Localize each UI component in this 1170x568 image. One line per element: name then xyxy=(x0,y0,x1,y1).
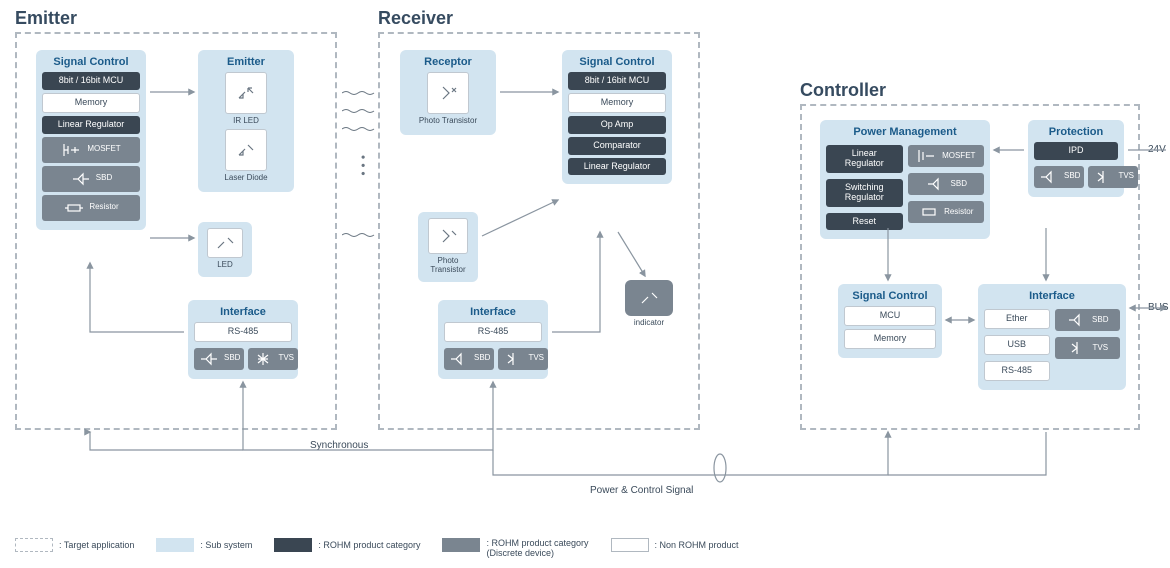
legend-rohm-discrete: : ROHM product category(Discrete device) xyxy=(442,538,588,558)
ctrl-iface-title: Interface xyxy=(984,290,1120,302)
chip-ci-tvs: TVS xyxy=(1055,337,1121,359)
receiver-receptor: Receptor Photo Transistor xyxy=(400,50,496,135)
chip-p-sbd: SBD xyxy=(1034,166,1084,188)
legend: : Target application : Sub system : ROHM… xyxy=(15,538,739,558)
chip-c-sbd: SBD xyxy=(908,173,985,195)
chip-sbd: SBD xyxy=(42,166,140,192)
led-label: LED xyxy=(202,260,248,269)
chip-iface-sbd: SBD xyxy=(194,348,244,370)
legend-subsystem: : Sub system xyxy=(156,538,252,552)
photo-transistor-2-icon xyxy=(428,218,468,254)
controller-interface: Interface Ether USB RS-485 SBD TVS xyxy=(978,284,1126,390)
emitter-title: Emitter xyxy=(15,8,77,29)
ir-led-label: IR LED xyxy=(204,116,288,125)
controller-protection: Protection IPD SBD TVS xyxy=(1028,120,1124,197)
wavy-icon xyxy=(342,90,377,96)
legend-nonrohm: : Non ROHM product xyxy=(611,538,739,552)
chip-mcu: 8bit / 16bit MCU xyxy=(42,72,140,90)
chip-c-swreg: Switching Regulator xyxy=(826,179,903,207)
receptor-title: Receptor xyxy=(406,56,490,68)
emitter-sc-title: Signal Control xyxy=(42,56,140,68)
chip-mosfet: MOSFET xyxy=(42,137,140,163)
chip-r-rs485: RS-485 xyxy=(444,322,542,342)
indicator-icon xyxy=(630,285,668,311)
chip-memory: Memory xyxy=(42,93,140,113)
ctrl-prot-title: Protection xyxy=(1034,126,1118,138)
chip-ether: Ether xyxy=(984,309,1050,329)
ctrl-sc-title: Signal Control xyxy=(844,290,936,302)
wavy-icon xyxy=(342,108,377,114)
receiver-interface: Interface RS-485 SBD TVS xyxy=(438,300,548,379)
wavy-icon xyxy=(342,232,377,238)
emitter-interface: Interface RS-485 SBD TVS xyxy=(188,300,298,379)
photo-transistor-2-label: Photo Transistor xyxy=(422,256,474,274)
wavy-icon xyxy=(342,126,377,132)
chip-c-rs485: RS-485 xyxy=(984,361,1050,381)
chip-ctrl-memory: Memory xyxy=(844,329,936,349)
ctrl-power-title: Power Management xyxy=(826,126,984,138)
controller-power: Power Management Linear Regulator Switch… xyxy=(820,120,990,239)
chip-linreg: Linear Regulator xyxy=(42,116,140,134)
chip-c-reset: Reset xyxy=(826,213,903,231)
legend-rohm-cat: : ROHM product category xyxy=(274,538,420,552)
chip-r-mcu: 8bit / 16bit MCU xyxy=(568,72,666,90)
receiver-signal-control: Signal Control 8bit / 16bit MCU Memory O… xyxy=(562,50,672,184)
chip-r-memory: Memory xyxy=(568,93,666,113)
chip-c-resistor: Resistor xyxy=(908,201,985,223)
label-sync: Synchronous xyxy=(310,440,368,451)
photo-transistor-label: Photo Transistor xyxy=(406,116,490,125)
chip-ipd: IPD xyxy=(1034,142,1118,160)
emitter-sub-title: Emitter xyxy=(204,56,288,68)
chip-opamp: Op Amp xyxy=(568,116,666,134)
chip-iface-tvs: TVS xyxy=(248,348,298,370)
chip-rs485: RS-485 xyxy=(194,322,292,342)
controller-signal-control: Signal Control MCU Memory xyxy=(838,284,942,358)
laser-diode-icon xyxy=(225,129,267,171)
dots-icon: ••• xyxy=(356,155,370,180)
chip-ctrl-mcu: MCU xyxy=(844,306,936,326)
chip-c-linreg: Linear Regulator xyxy=(826,145,903,173)
emitter-signal-control: Signal Control 8bit / 16bit MCU Memory L… xyxy=(36,50,146,230)
chip-usb: USB xyxy=(984,335,1050,355)
chip-resistor: Resistor xyxy=(42,195,140,221)
receiver-title: Receiver xyxy=(378,8,453,29)
label-pwrsig: Power & Control Signal xyxy=(590,485,693,496)
chip-r-iface-sbd: SBD xyxy=(444,348,494,370)
chip-r-iface-tvs: TVS xyxy=(498,348,548,370)
chip-comp: Comparator xyxy=(568,137,666,155)
chip-p-tvs: TVS xyxy=(1088,166,1138,188)
led-icon xyxy=(207,228,243,258)
emitter-led-box: LED xyxy=(198,222,252,277)
emitter-emitter-sub: Emitter IR LED Laser Diode xyxy=(198,50,294,192)
ir-led-icon xyxy=(225,72,267,114)
indicator-label: indicator xyxy=(625,318,673,327)
label-24v: 24V xyxy=(1148,144,1166,155)
receiver-iface-title: Interface xyxy=(444,306,542,318)
receiver-photo2: Photo Transistor xyxy=(418,212,478,282)
emitter-iface-title: Interface xyxy=(194,306,292,318)
controller-title: Controller xyxy=(800,80,886,101)
chip-r-linreg: Linear Regulator xyxy=(568,158,666,176)
legend-target: : Target application xyxy=(15,538,134,552)
laser-diode-label: Laser Diode xyxy=(204,173,288,182)
receiver-sc-title: Signal Control xyxy=(568,56,666,68)
receiver-indicator-box xyxy=(625,280,673,316)
label-bus: BUS xyxy=(1148,302,1169,313)
chip-c-mosfet: MOSFET xyxy=(908,145,985,167)
chip-ci-sbd: SBD xyxy=(1055,309,1121,331)
photo-transistor-icon xyxy=(427,72,469,114)
